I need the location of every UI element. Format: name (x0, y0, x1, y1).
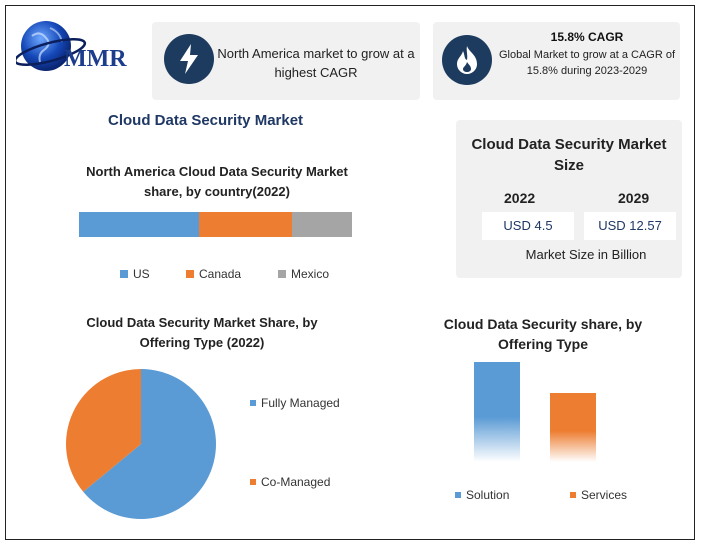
market-size-card: Cloud Data Security Market Size 2022 202… (456, 120, 682, 278)
bar-services (550, 393, 596, 462)
bar-segment-canada (199, 212, 292, 237)
legend-solution: Solution (455, 488, 509, 502)
value-2022: USD 4.5 (503, 218, 553, 233)
pie-slice-co-managed (65, 369, 141, 492)
logo: MMR (13, 18, 146, 78)
flame-icon (442, 35, 492, 85)
legend-fully-managed-swatch (250, 400, 256, 406)
legend-co-managed-label: Co-Managed (261, 475, 331, 489)
legend-mexico-label: Mexico (291, 267, 330, 281)
logo-text: MMR (64, 46, 127, 72)
na-growth-text: North America market to grow at a highes… (217, 46, 415, 80)
bar-solution (474, 362, 520, 462)
legend-canada-label: Canada (199, 267, 242, 281)
market-size-title: Cloud Data Security Market Size (471, 136, 667, 174)
offering-bar-chart (450, 362, 640, 462)
legend-canada-swatch (186, 270, 194, 278)
market-size-unit: Market Size in Billion (525, 247, 647, 262)
legend-us: US (120, 267, 150, 281)
value-2029: USD 12.57 (598, 218, 662, 233)
legend-us-swatch (120, 270, 128, 278)
legend-us-label: US (133, 267, 150, 281)
value-2022-box: USD 4.5 (482, 212, 574, 240)
na-growth-card: North America market to grow at a highes… (152, 22, 420, 100)
legend-services-swatch (570, 492, 576, 498)
legend-co-managed: Co-Managed (250, 475, 330, 489)
legend-fully-managed-label: Fully Managed (261, 396, 340, 410)
legend-co-managed-swatch (250, 479, 256, 485)
country-stacked-bar (79, 212, 352, 237)
pie-slice-fully-managed (83, 369, 216, 519)
value-2029-box: USD 12.57 (584, 212, 676, 240)
legend-mexico: Mexico (278, 267, 329, 281)
country-share-title: North America Cloud Data Security Market… (86, 164, 348, 199)
legend-services: Services (570, 488, 627, 502)
cagr-text: Global Market to grow at a CAGR of 15.8%… (498, 49, 676, 77)
lightning-icon (164, 34, 214, 84)
year-2029: 2029 (618, 190, 650, 206)
bar-segment-mexico (291, 212, 352, 237)
main-title: Cloud Data Security Market (108, 112, 304, 129)
offering-pie-title: Cloud Data Security Market Share, by Off… (86, 315, 318, 350)
legend-mexico-swatch (278, 270, 286, 278)
legend-solution-label: Solution (466, 488, 510, 502)
legend-services-label: Services (581, 488, 628, 502)
infographic-frame (5, 5, 695, 540)
legend-canada: Canada (186, 267, 241, 281)
bar-segment-us (79, 212, 200, 237)
cagr-title: 15.8% CAGR (550, 30, 624, 44)
offering-pie-chart (65, 369, 216, 519)
year-2022: 2022 (504, 190, 536, 206)
offering-bar-title: Cloud Data Security share, by Offering T… (443, 316, 643, 352)
cagr-card: 15.8% CAGR Global Market to grow at a CA… (433, 22, 680, 100)
globe-logo-icon (13, 21, 87, 71)
legend-solution-swatch (455, 492, 461, 498)
legend-fully-managed: Fully Managed (250, 396, 340, 410)
